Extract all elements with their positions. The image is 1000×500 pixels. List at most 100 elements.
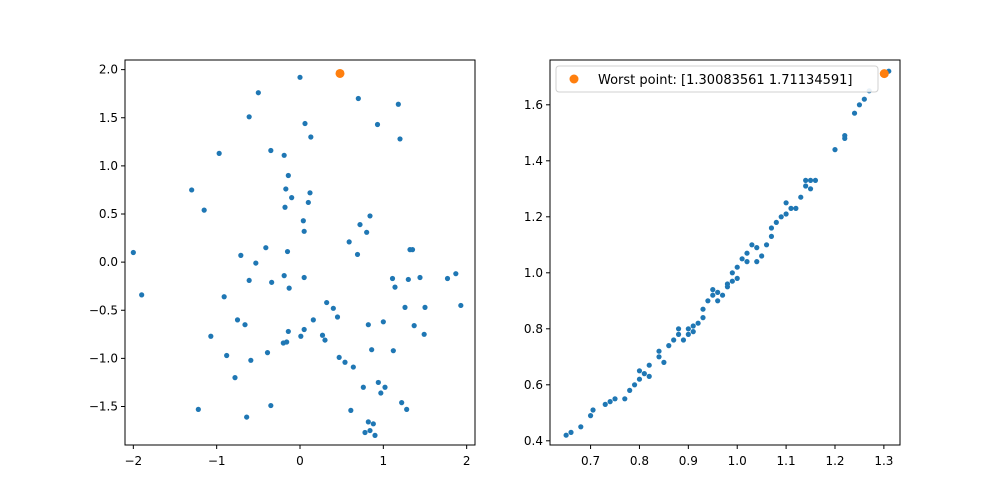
left-x-tick-label: 0 bbox=[296, 454, 304, 468]
right-data-point bbox=[734, 264, 740, 270]
left-data-point bbox=[281, 152, 287, 158]
left-ticks: −2 −1 0 1 2 −1.5 −1.0 −0.5 0.0 0.5 1.0 1.5 2.0 bbox=[89, 63, 471, 468]
left-data-point bbox=[301, 326, 307, 333]
right-data-point bbox=[793, 205, 799, 211]
right-y-tick-label: 1.6 bbox=[524, 98, 543, 112]
left-points bbox=[130, 68, 464, 438]
right-data-point bbox=[568, 429, 574, 435]
left-data-point bbox=[139, 292, 145, 298]
left-scatter-axes: −2 −1 0 1 2 −1.5 −1.0 −0.5 0.0 0.5 1.0 1.5 2.0 bbox=[89, 59, 476, 468]
left-data-point bbox=[324, 299, 330, 306]
left-data-point bbox=[283, 186, 289, 192]
left-data-point bbox=[453, 271, 459, 277]
right-data-point bbox=[602, 401, 608, 407]
right-data-point bbox=[803, 183, 809, 189]
right-data-point bbox=[590, 407, 596, 413]
left-data-point bbox=[302, 120, 308, 127]
left-data-point bbox=[365, 419, 371, 425]
right-data-point bbox=[675, 331, 682, 337]
left-data-point bbox=[336, 354, 342, 361]
left-data-point bbox=[390, 348, 396, 354]
right-data-point bbox=[666, 343, 672, 349]
right-data-point bbox=[729, 278, 735, 284]
left-data-point bbox=[224, 352, 230, 359]
right-data-point bbox=[842, 135, 848, 141]
right-x-tick-label: 0.9 bbox=[679, 454, 698, 468]
left-data-point bbox=[201, 207, 207, 213]
left-data-point bbox=[378, 390, 384, 396]
left-data-point bbox=[268, 402, 274, 409]
right-data-point bbox=[788, 205, 794, 211]
right-x-tick-label: 1.2 bbox=[825, 454, 844, 468]
right-data-point bbox=[734, 275, 740, 281]
left-data-point bbox=[300, 218, 306, 224]
left-data-point bbox=[355, 95, 361, 102]
left-data-point bbox=[305, 199, 311, 206]
right-data-point bbox=[671, 337, 677, 343]
right-data-point bbox=[798, 194, 804, 200]
left-data-point bbox=[189, 187, 195, 193]
right-data-point bbox=[685, 326, 691, 332]
left-x-tick-label: −1 bbox=[208, 454, 226, 468]
right-data-point bbox=[563, 432, 569, 438]
right-data-point bbox=[710, 292, 716, 298]
left-data-point bbox=[244, 414, 250, 420]
right-axes-frame bbox=[549, 59, 901, 446]
legend-worst-marker bbox=[569, 74, 579, 84]
right-data-point bbox=[695, 320, 701, 326]
left-x-tick-label: −2 bbox=[124, 454, 142, 468]
right-data-point bbox=[739, 256, 745, 262]
right-points bbox=[563, 68, 892, 438]
left-data-point bbox=[411, 323, 417, 329]
left-y-tick-label: −1.5 bbox=[89, 400, 118, 414]
right-data-point bbox=[675, 326, 682, 332]
left-data-point bbox=[263, 245, 269, 251]
right-x-tick-label: 1.1 bbox=[777, 454, 796, 468]
left-data-point bbox=[354, 251, 361, 258]
right-data-point bbox=[636, 368, 643, 374]
left-data-point bbox=[268, 147, 274, 154]
left-data-point bbox=[221, 294, 227, 300]
right-y-tick-label: 0.4 bbox=[524, 434, 543, 448]
left-data-point bbox=[286, 285, 292, 291]
left-data-point bbox=[284, 339, 290, 345]
right-x-tick-label: 1.0 bbox=[728, 454, 747, 468]
right-data-point bbox=[851, 110, 858, 116]
right-data-point bbox=[578, 424, 584, 430]
right-y-tick-label: 0.6 bbox=[524, 378, 543, 392]
left-data-point bbox=[397, 136, 403, 142]
left-data-point bbox=[330, 305, 336, 311]
left-data-point bbox=[360, 384, 366, 390]
right-data-point bbox=[719, 292, 726, 298]
right-data-point bbox=[700, 315, 706, 321]
right-data-point bbox=[646, 362, 652, 368]
right-data-point bbox=[646, 373, 652, 379]
left-data-point bbox=[310, 317, 316, 323]
left-data-point bbox=[374, 121, 381, 128]
left-y-tick-label: 0.5 bbox=[99, 207, 118, 221]
left-data-point bbox=[208, 333, 214, 339]
right-x-tick-label: 1.3 bbox=[874, 454, 893, 468]
right-data-point bbox=[724, 281, 731, 287]
left-data-point bbox=[367, 213, 373, 219]
right-y-tick-label: 1.4 bbox=[524, 154, 543, 168]
left-data-point bbox=[246, 277, 252, 284]
left-data-point bbox=[253, 260, 259, 266]
right-worst-point bbox=[879, 69, 889, 79]
left-data-point bbox=[342, 359, 348, 365]
right-data-point bbox=[656, 354, 662, 360]
right-data-point bbox=[656, 348, 662, 354]
left-data-point bbox=[458, 302, 464, 309]
left-data-point bbox=[238, 252, 244, 258]
left-data-point bbox=[405, 276, 411, 283]
right-data-point bbox=[690, 329, 696, 335]
left-data-point bbox=[298, 333, 304, 339]
left-data-point bbox=[242, 322, 248, 328]
right-x-tick-label: 0.7 bbox=[581, 454, 600, 468]
right-data-point bbox=[861, 96, 867, 102]
right-data-point bbox=[710, 287, 716, 293]
left-data-point bbox=[285, 328, 291, 335]
right-data-point bbox=[768, 233, 775, 239]
left-y-tick-label: 1.5 bbox=[99, 111, 118, 125]
